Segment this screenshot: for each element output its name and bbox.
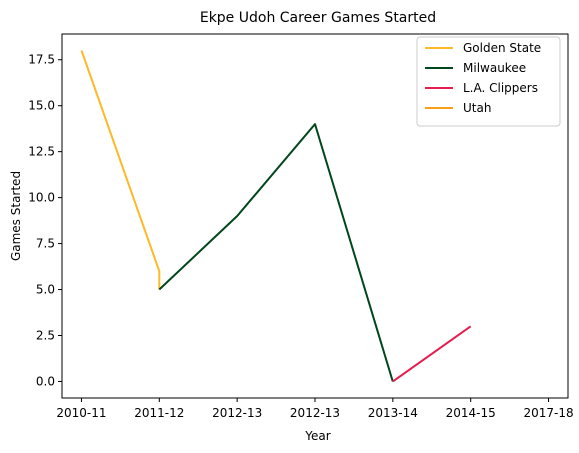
x-tick-label: 2014-15 [446, 406, 496, 420]
legend-label-3: Utah [463, 101, 491, 115]
chart-title: Ekpe Udoh Career Games Started [200, 10, 436, 26]
y-tick-label: 2.5 [36, 328, 55, 342]
y-axis-label: Games Started [9, 171, 23, 261]
y-tick-label: 7.5 [36, 237, 55, 251]
x-axis-label: Year [304, 429, 330, 443]
x-tick-label: 2010-11 [56, 406, 106, 420]
y-tick-label: 10.0 [28, 191, 55, 205]
legend-label-0: Golden State [463, 41, 541, 55]
x-tick-label: 2012-13 [212, 406, 262, 420]
series-layer [80, 50, 472, 383]
series-line-0 [80, 50, 161, 290]
x-tick-label: 2017-18 [523, 406, 573, 420]
legend-label-1: Milwaukee [463, 61, 526, 75]
y-axis-ticks: 0.0 2.5 5.0 7.5 10.0 12.5 15.0 17.5 [28, 53, 62, 388]
y-tick-label: 17.5 [28, 53, 55, 67]
legend-box [416, 36, 561, 127]
y-tick-label: 0.0 [36, 374, 55, 388]
x-tick-label: 2013-14 [368, 406, 418, 420]
legend-label-2: L.A. Clippers [463, 81, 538, 95]
x-tick-label: 2012-13 [290, 406, 340, 420]
y-tick-label: 15.0 [28, 99, 55, 113]
x-axis-ticks: 2010-11 2011-12 2012-13 2012-13 2013-14 2014-… [56, 398, 574, 420]
y-tick-label: 12.5 [28, 145, 55, 159]
y-tick-label: 5.0 [36, 283, 55, 297]
series-line-1 [158, 123, 394, 382]
legend: Golden State Milwaukee L.A. Clippers Utah [416, 36, 561, 127]
plot-area: 2010-11 2011-12 2012-13 2012-13 2013-14 2014-… [28, 33, 574, 420]
series-line-2 [392, 325, 472, 383]
x-tick-label: 2011-12 [134, 406, 184, 420]
